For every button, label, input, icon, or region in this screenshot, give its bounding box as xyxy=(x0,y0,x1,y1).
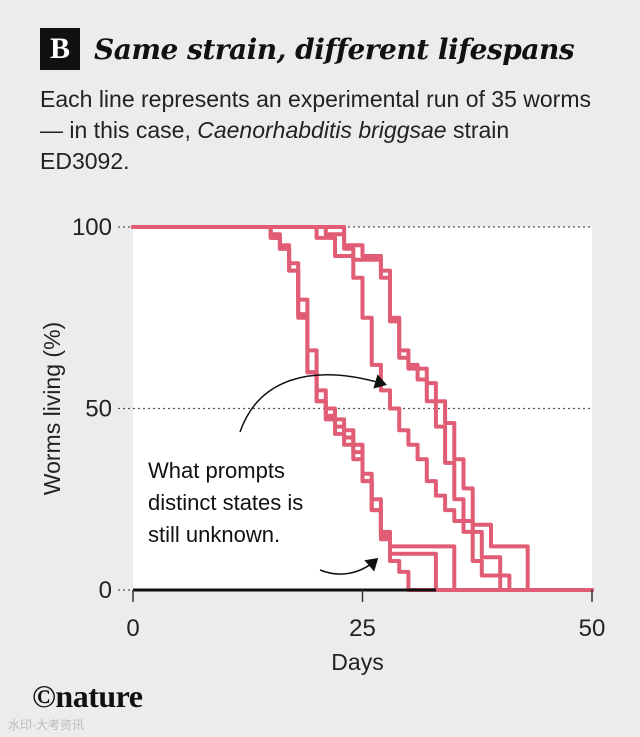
series-line-3 xyxy=(131,225,594,592)
series-line-6 xyxy=(131,225,594,592)
series-line-4 xyxy=(131,225,594,592)
subtitle-text-2: strain ED3092. xyxy=(40,117,510,174)
y-tick-label-100: 100 xyxy=(72,214,112,241)
x-axis-label: Days xyxy=(331,649,383,675)
x-tick-label-50: 50 xyxy=(579,615,606,642)
subtitle-species: Caenorhabditis briggsae xyxy=(197,117,447,143)
subtitle-text-1: Each line represents an experimental run… xyxy=(40,86,592,143)
y-axis-label: Worms living (%) xyxy=(39,322,65,495)
annotation-text: What prompts distinct states is still un… xyxy=(148,458,309,547)
x-tick-label-0: 0 xyxy=(126,615,139,642)
chart-title: Same strain, different lifespans xyxy=(94,32,575,66)
annotation-arrow-lower xyxy=(319,558,379,575)
panel-badge: B xyxy=(40,28,80,70)
chart-subtitle: Each line represents an experimental run… xyxy=(40,84,600,177)
annotation-arrow-upper xyxy=(239,374,387,433)
y-tick-label-50: 50 xyxy=(85,396,112,423)
nature-logo: ©nature xyxy=(32,678,143,714)
x-tick-label-25: 25 xyxy=(349,615,376,642)
chart-header: B Same strain, different lifespans xyxy=(40,28,575,70)
y-tick-label-0: 0 xyxy=(99,577,112,604)
watermark: 水印·大考资讯 xyxy=(8,718,84,732)
